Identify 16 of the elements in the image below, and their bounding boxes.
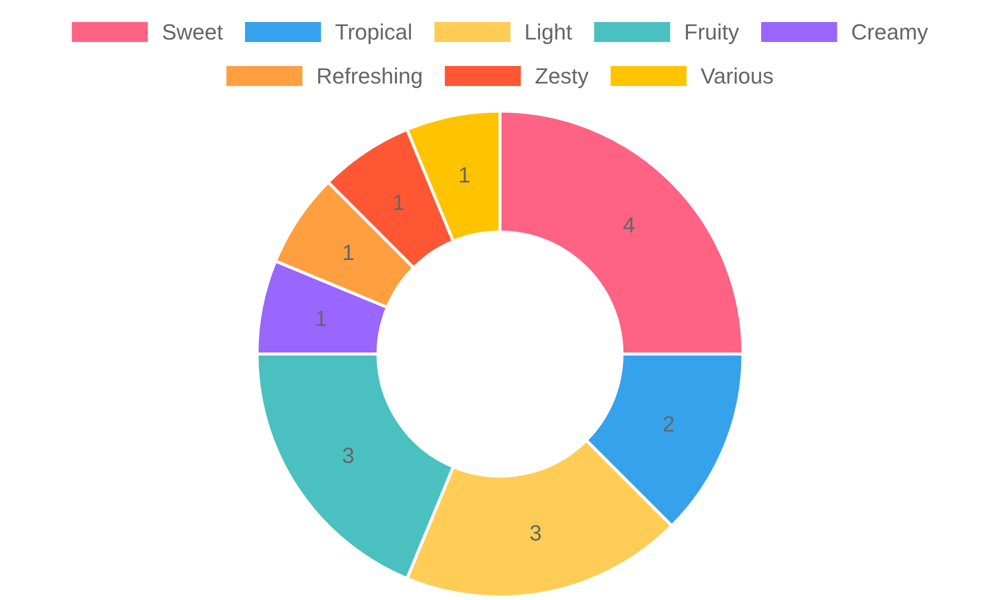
data-label: 2 xyxy=(662,411,675,436)
data-label: 1 xyxy=(392,190,405,215)
legend-label: Light xyxy=(524,20,572,44)
legend-label: Tropical xyxy=(334,20,412,44)
legend-label: Sweet xyxy=(162,20,223,44)
data-label: 1 xyxy=(342,240,354,266)
data-label: 3 xyxy=(342,442,354,468)
legend-label: Creamy xyxy=(851,20,928,44)
data-label: 1 xyxy=(458,162,471,188)
legend-label: Zesty xyxy=(534,64,589,88)
legend-label: Refreshing xyxy=(316,64,423,88)
data-label: 3 xyxy=(529,520,542,546)
legend-label: Fruity xyxy=(684,20,740,44)
data-label: 1 xyxy=(314,306,328,331)
legend-label: Various xyxy=(700,64,774,88)
data-label: 4 xyxy=(622,212,636,238)
